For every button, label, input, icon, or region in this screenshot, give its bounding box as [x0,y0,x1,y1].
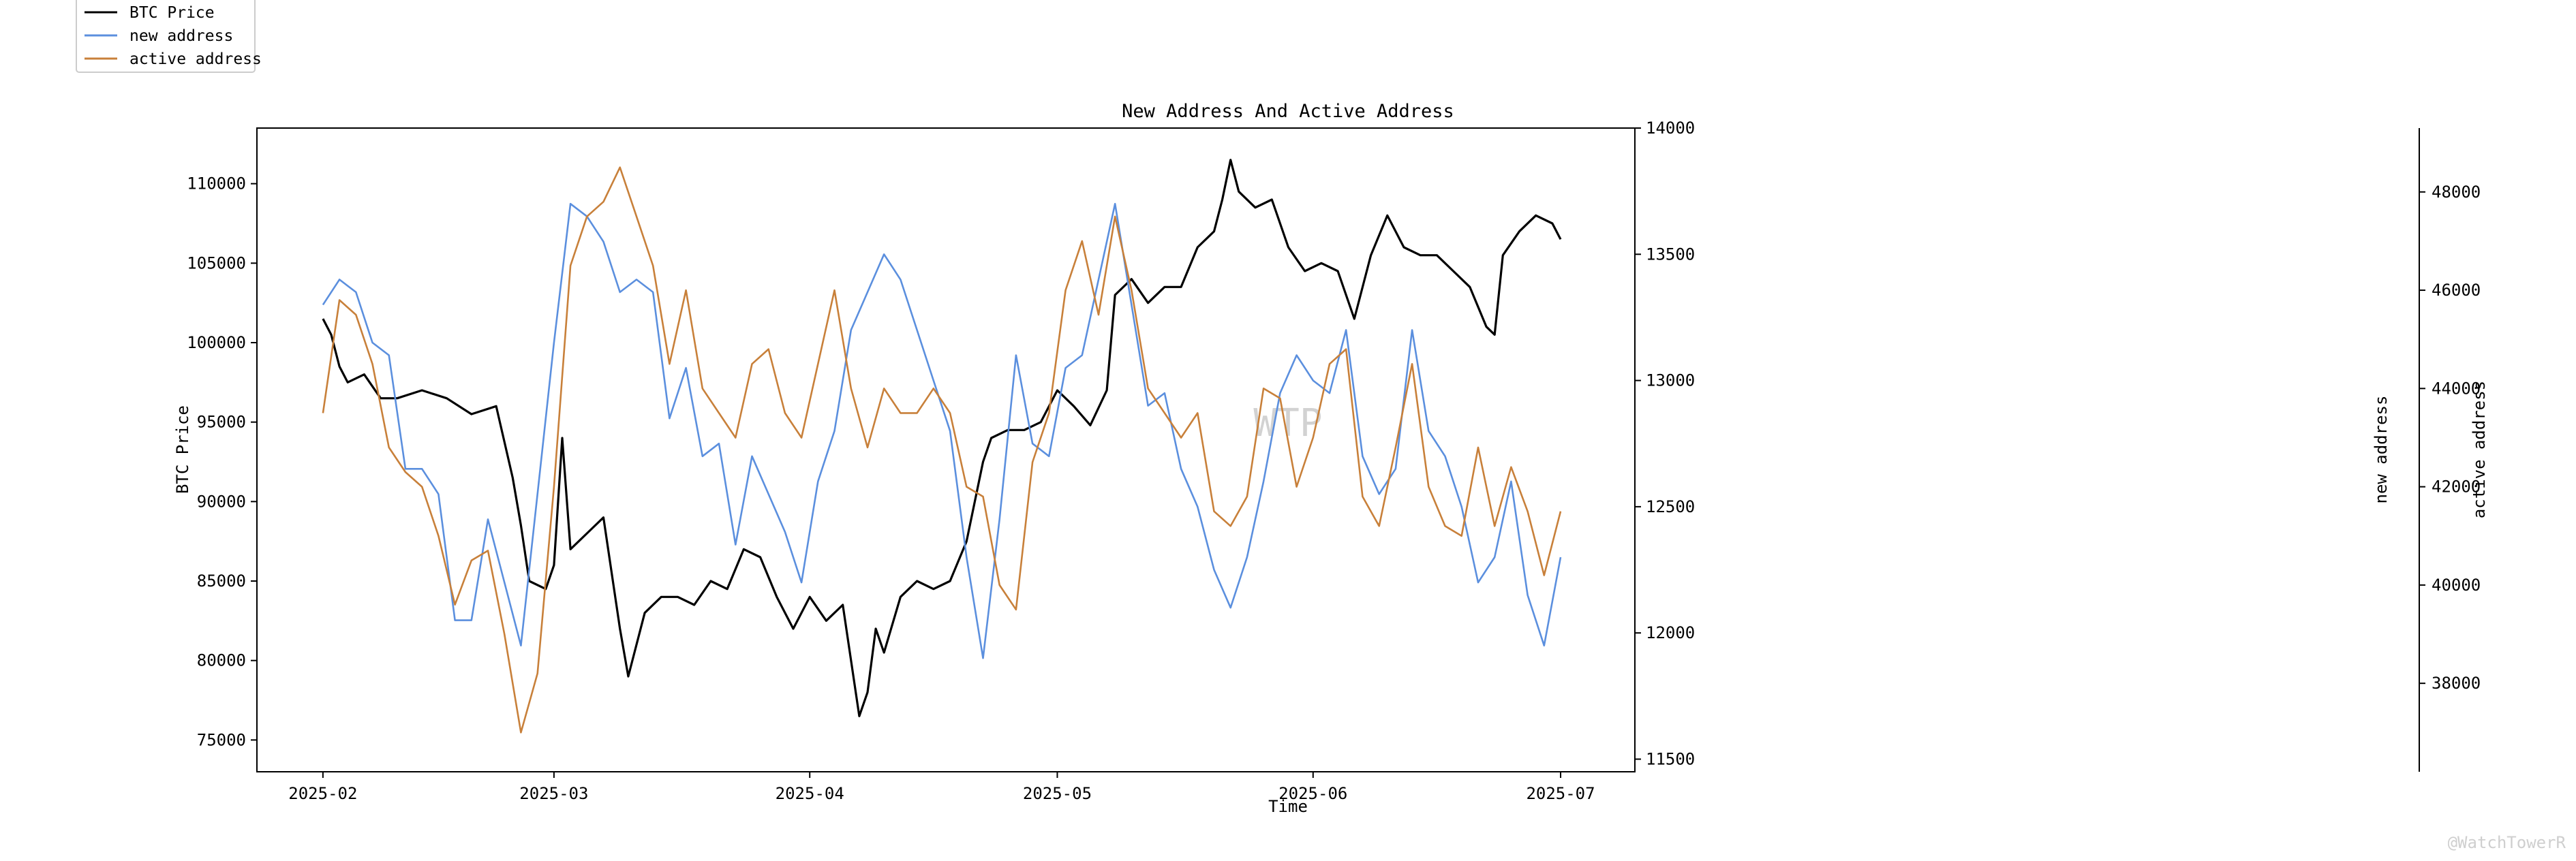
series-line-active-address [322,166,1562,734]
y-tick-label-btc-price: 75000 [197,730,246,749]
legend-item-new-address: new address [85,27,233,45]
y-tick-label-btc-price: 100000 [187,333,246,352]
plot-frame [256,127,1636,772]
legend-label-active-address: active address [129,50,262,68]
y-tick-label-new-address: 13000 [1646,371,1695,390]
y-tick-label-active-address: 48000 [2432,183,2481,202]
x-tick-label: 2025-02 [288,784,357,803]
y-tick-label-new-address: 12000 [1646,623,1695,642]
legend: BTC Price new address active address [76,0,262,73]
legend-item-btc-price: BTC Price [85,4,215,22]
y-axis-label-active-address: active address [2470,381,2489,518]
x-tick-label: 2025-07 [1526,784,1595,803]
y-axis-label-btc-price: BTC Price [173,405,192,494]
legend-label-new-address: new address [129,27,233,45]
y-tick-label-active-address: 38000 [2432,674,2481,693]
series-line-btc-price [322,159,1562,717]
legend-label-btc-price: BTC Price [129,4,215,22]
series-layer [322,159,1562,734]
legend-item-active-address: active address [85,50,262,68]
x-tick-label: 2025-04 [776,784,844,803]
x-tick-label: 2025-03 [519,784,588,803]
x-tick-label: 2025-06 [1278,784,1347,803]
chart-title: New Address And Active Address [1122,101,1454,122]
tick-layer: 2025-02 2025-03 2025-04 2025-05 2025-06 2025-… [187,119,2481,803]
y-axis-label-new-address: new address [2372,396,2391,504]
x-axis-label: Time [1268,797,1308,816]
y-tick-label-new-address: 14000 [1646,119,1695,138]
y-tick-label-btc-price: 110000 [187,174,246,193]
y-tick-label-active-address: 44000 [2432,379,2481,398]
series-line-new-address [322,202,1562,659]
y-tick-label-active-address: 42000 [2432,478,2481,497]
y-tick-label-btc-price: 80000 [197,651,246,670]
y-tick-label-active-address: 40000 [2432,576,2481,595]
watermark-corner: @WatchTowerR [2448,833,2566,852]
y-tick-label-new-address: 12500 [1646,497,1695,516]
y-tick-label-new-address: 13500 [1646,245,1695,264]
y-tick-label-btc-price: 85000 [197,572,246,591]
y-tick-label-active-address: 46000 [2432,281,2481,300]
y-tick-label-btc-price: 105000 [187,253,246,272]
y-tick-label-new-address: 11500 [1646,749,1695,768]
y-tick-label-btc-price: 90000 [197,492,246,511]
y-tick-label-btc-price: 95000 [197,413,246,432]
x-tick-label: 2025-05 [1023,784,1092,803]
